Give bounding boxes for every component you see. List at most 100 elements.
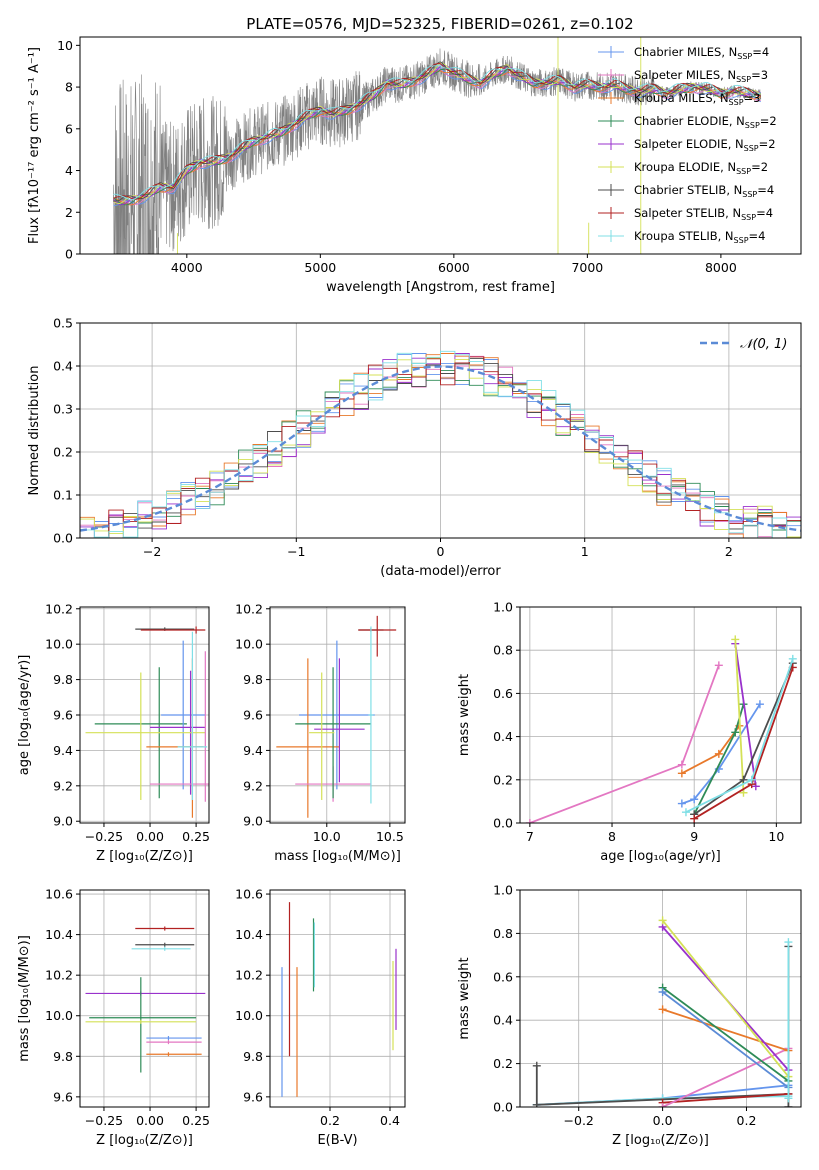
legend-entry: Salpeter STELIB, NSSP=4 [634,206,773,222]
x-tick-label: −0.2 [564,1113,594,1128]
x-tick-label: 0.2 [737,1113,757,1128]
y-tick-label: 10.0 [235,1008,263,1023]
plus-marker [658,987,667,996]
x-axis-label: (data-model)/error [380,564,501,579]
y-axis-label: mass [log₁₀(M/M⊙)] [17,935,32,1062]
plot-area [525,635,797,823]
y-tick-label: 0.5 [53,316,73,331]
x-tick-label: 8000 [705,260,737,275]
x-tick-label: 10.5 [376,829,404,844]
legend-label: Kroupa MILES, N [634,91,729,105]
plus-marker [714,749,723,758]
x-tick-label: 8 [608,829,616,844]
legend-subscript: SSP [737,52,752,61]
model-fit-line [113,62,761,204]
y-tick-label: 9.6 [243,708,263,723]
errorbar-point [146,1052,202,1057]
legend-entry: Chabrier MILES, NSSP=4 [634,45,769,61]
plus-marker [731,635,740,644]
y-tick-label: 1.0 [493,600,513,615]
y-tick-label: 10.0 [235,637,263,652]
x-tick-label: 6000 [438,260,470,275]
plot-area [85,626,209,818]
errorbar-point [314,658,365,783]
plus-marker [677,760,686,769]
mass-weight-line [734,639,745,793]
y-tick-label: 10.0 [45,637,73,652]
panel-ebv-mass: 0.2 0.4 9.6 9.8 10.0 10.2 10.4 10.6 E(B-V) [235,887,406,1148]
figure-title: PLATE=0576, MJD=52325, FIBERID=0261, z=0… [246,15,633,33]
panel-Z-mw: −0.2 0.0 0.2 0.0 0.2 0.4 0.6 0.8 1.0 Z [log₁₀(Z/Z… [457,883,802,1148]
y-tick-label: 0.8 [493,643,513,658]
y-tick-label: 0.4 [53,359,73,374]
y-tick-label: 9.6 [53,708,73,723]
y-tick-label: 0.0 [53,531,73,546]
legend-suffix: =4 [749,229,766,243]
mass-weight-line [662,1047,789,1107]
plus-marker [525,819,534,823]
y-tick-label: 9.8 [53,672,73,687]
y-tick-label: 10.2 [235,968,263,983]
mass-weight-line [662,991,789,1089]
plus-marker [658,1005,667,1014]
y-tick-label: 0.4 [493,729,513,744]
y-tick-label: 9.2 [53,778,73,793]
legend-label: Chabrier STELIB, N [634,183,742,197]
y-tick-label: 10 [57,38,73,53]
legend-subscript: SSP [736,75,751,84]
y-tick-label: 0.2 [53,445,73,460]
x-tick-label: −2 [143,544,161,559]
x-tick-label: 5000 [304,260,336,275]
legend-subscript: SSP [745,121,760,130]
plus-marker [681,808,690,817]
plot-area [276,615,397,818]
y-tick-label: 8 [65,80,73,95]
x-tick-label: 0.4 [380,1113,400,1128]
x-tick-label: −0.25 [85,829,123,844]
y-tick-label: 0.3 [53,402,73,417]
y-tick-label: 9.8 [53,1049,73,1064]
plus-marker [658,1103,667,1107]
y-tick-label: 9.4 [53,743,73,758]
y-axis-label: mass weight [457,957,472,1039]
legend-suffix: =4 [757,183,774,197]
y-tick-label: 9.8 [243,672,263,687]
axes-frame [519,889,802,1108]
y-tick-label: 4 [65,163,73,178]
y-tick-label: 0.0 [493,1100,513,1115]
legend-label: Salpeter MILES, N [634,68,736,82]
y-tick-label: 0 [65,247,73,262]
y-tick-label: 0.0 [493,816,513,831]
plot-area [80,350,801,538]
y-tick-label: 0.1 [53,488,73,503]
y-tick-label: 0.2 [493,1056,513,1071]
legend-entry: Chabrier STELIB, NSSP=4 [634,183,774,199]
model-fit-line [113,63,761,200]
legend-suffix: =3 [744,91,761,105]
x-tick-label: 1 [581,544,589,559]
errorbar-point [309,672,335,800]
panel-residuals: 𝒩(0, 1) −2 −1 0 1 2 0.0 0.1 0.2 0.3 0.4 0.5 (data-mo… [27,316,802,579]
plus-marker [751,782,760,791]
x-tick-label: 7 [526,829,534,844]
y-tick-label: 0.8 [493,926,513,941]
legend-suffix: =4 [752,45,769,59]
x-tick-label: 9 [690,829,698,844]
mass-weight-line [662,1093,789,1104]
model-fit-line [113,65,761,201]
legend-label: Chabrier ELODIE, N [634,114,745,128]
legend-label: Kroupa ELODIE, N [634,160,736,174]
legend-subscript: SSP [729,98,744,107]
x-tick-label: 0.00 [136,829,164,844]
plot-area [85,926,206,1073]
legend-label: Salpeter STELIB, N [634,206,741,220]
legend-label: Salpeter ELODIE, N [634,137,744,151]
plus-marker [755,700,764,709]
x-axis-label: age [log₁₀(age/yr)] [600,849,721,864]
errorbar-point [150,651,209,802]
errorbar-point [146,1040,202,1045]
errorbar-point [146,1036,202,1041]
x-tick-label: −1 [287,544,305,559]
plus-marker [739,775,748,784]
plus-marker [690,814,699,823]
